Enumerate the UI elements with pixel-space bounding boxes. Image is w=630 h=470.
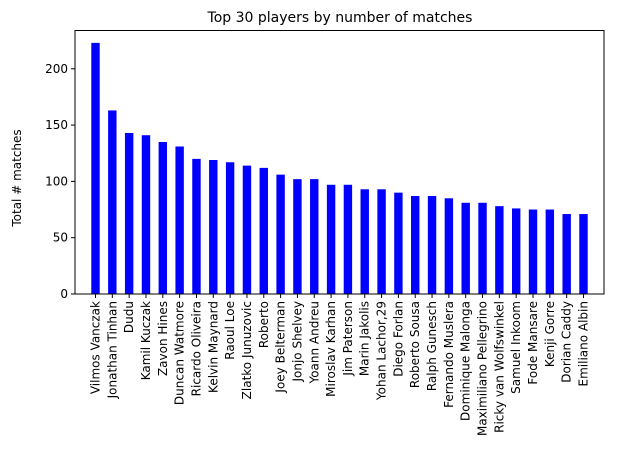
bar	[326, 184, 336, 294]
bar	[293, 179, 302, 294]
x-tick-label: Joey Belterman	[274, 301, 288, 394]
y-tick-label: 100	[45, 174, 68, 188]
bar	[377, 189, 386, 294]
bar	[108, 110, 117, 294]
x-tick-label: Jonjo Shelvey	[290, 301, 304, 383]
x-tick-label: Dorian Caddy	[560, 301, 574, 383]
bar	[511, 208, 521, 294]
bar	[209, 160, 218, 294]
x-axis-ticks: Vilmos Vanczak Jonathan Tinhan Dudu Kamil K…	[89, 294, 591, 436]
y-axis-ticks: 0 50 100 150 200	[45, 62, 75, 301]
bar	[310, 179, 319, 294]
bar	[175, 146, 184, 294]
x-tick-label: Jonathan Tinhan	[105, 301, 119, 399]
bar	[276, 174, 285, 294]
x-tick-label: Ralph Gunesch	[425, 301, 439, 391]
bar	[528, 209, 538, 294]
x-tick-label: Duncan Watmore	[173, 301, 187, 405]
y-tick-label: 0	[60, 287, 68, 301]
x-tick-label: Ricardo Oliveira	[189, 301, 203, 396]
bar	[444, 198, 454, 294]
y-tick-label: 200	[45, 62, 68, 76]
bar	[427, 196, 437, 294]
x-tick-label: Vilmos Vanczak	[89, 301, 103, 394]
x-tick-label: Roberto	[257, 301, 271, 348]
bar	[141, 135, 151, 294]
bar	[91, 42, 100, 294]
x-tick-label: Roberto Sousa	[408, 301, 422, 388]
x-tick-label: Raoul Loe	[223, 301, 237, 360]
bar	[579, 214, 588, 294]
bar	[360, 189, 369, 294]
bar	[124, 132, 134, 294]
bar	[242, 165, 252, 294]
bar	[461, 202, 470, 294]
x-tick-label: Zavon Hines	[156, 301, 170, 376]
bar	[343, 184, 353, 294]
x-tick-label: Kenji Gorre	[543, 301, 557, 367]
x-tick-label: Samuel Inkoom	[509, 301, 523, 394]
x-tick-label: Yoann Andreu	[307, 301, 321, 385]
y-tick-label: 50	[53, 231, 68, 245]
y-tick-label: 150	[45, 118, 68, 132]
x-tick-label: Fode Mansare	[526, 301, 540, 385]
chart-title: Top 30 players by number of matches	[207, 10, 473, 26]
x-tick-label: Dudu	[122, 301, 136, 333]
x-tick-label: Jim Paterson	[341, 301, 355, 377]
x-tick-label: Dominique Malonga	[459, 301, 473, 421]
bar	[158, 141, 168, 294]
x-tick-label: Zlatko Junuzovic	[240, 301, 254, 399]
x-tick-label: Maximiliano Pellegrino	[476, 301, 490, 436]
bar	[259, 167, 268, 294]
bar	[545, 209, 555, 294]
bar	[495, 206, 504, 294]
x-tick-label: Marin Jakolis	[358, 301, 372, 376]
plot-frame	[74, 30, 605, 295]
x-tick-label: Diego Forlan	[391, 301, 405, 377]
x-tick-label: Yohan Lachor,29	[375, 301, 389, 401]
bars-group	[91, 42, 588, 294]
y-axis-label: Total # matches	[10, 129, 24, 227]
bar	[478, 202, 487, 294]
x-tick-label: Emiliano Albin	[577, 301, 591, 387]
x-tick-label: Kelvin Maynard	[206, 301, 220, 393]
x-tick-label: Ricky van Wolfswinkel	[492, 301, 506, 433]
bar	[192, 158, 201, 294]
x-tick-label: Miroslav Karhan	[324, 301, 338, 397]
x-tick-label: Kamil Kuczak	[139, 301, 153, 380]
bar	[225, 162, 235, 294]
bar	[394, 192, 403, 294]
bar	[411, 196, 420, 294]
x-tick-label: Fernando Muslera	[442, 301, 456, 408]
bar	[562, 214, 571, 294]
